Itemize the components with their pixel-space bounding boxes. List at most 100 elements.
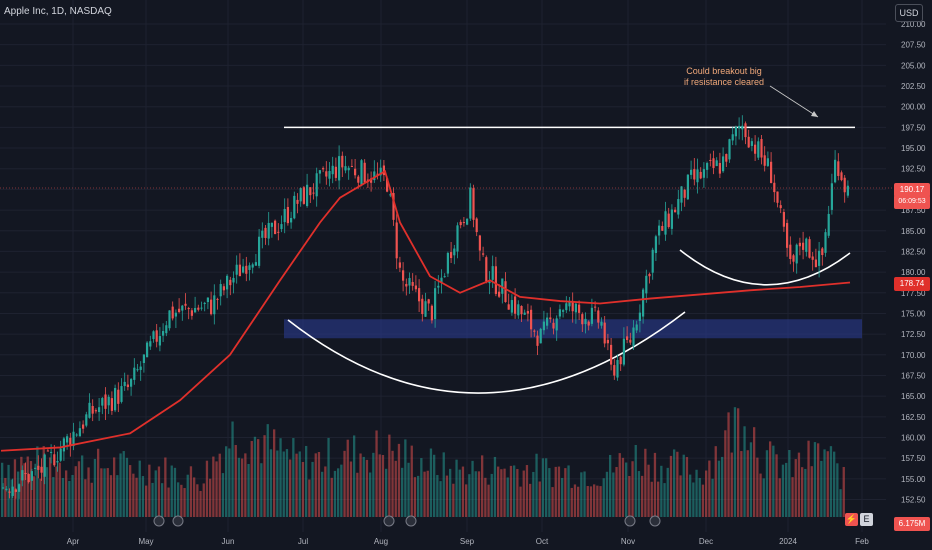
candle-body <box>542 321 545 331</box>
candle-body <box>104 394 107 409</box>
candle-body <box>498 291 501 297</box>
volume-bar <box>833 451 836 517</box>
candle-body <box>517 304 520 316</box>
volume-bar <box>458 469 461 517</box>
volume-bar <box>305 445 308 517</box>
volume-bar <box>503 468 506 517</box>
volume-bar <box>381 454 385 517</box>
volume-bar <box>116 475 119 517</box>
volume-bar <box>1 462 4 517</box>
y-tick-label: 162.50 <box>901 413 926 422</box>
volume-bar <box>132 473 135 517</box>
candle-body <box>606 339 609 344</box>
volume-bar <box>817 443 820 517</box>
volume-bar <box>4 477 7 517</box>
candle-body <box>338 156 341 181</box>
candle-body <box>53 454 56 466</box>
volume-bar <box>721 456 724 517</box>
candle-body <box>466 218 469 225</box>
candle-body <box>18 484 21 492</box>
flash-icon[interactable]: ⚡ <box>845 513 858 526</box>
candle-body <box>818 250 821 266</box>
candle-body <box>427 299 430 304</box>
candle-body <box>408 278 411 286</box>
candle-body <box>766 158 769 166</box>
volume-bar <box>285 449 289 517</box>
candle-body <box>520 305 523 315</box>
earnings-icon[interactable]: E <box>860 513 873 526</box>
volume-bar <box>394 460 397 517</box>
candle-body <box>126 384 129 388</box>
volume-bar <box>295 453 298 517</box>
volume-bar <box>679 475 682 517</box>
volume-bar <box>340 464 343 517</box>
volume-bar <box>506 477 509 517</box>
candle-body <box>504 281 507 303</box>
volume-bar <box>637 471 641 517</box>
candle-body <box>667 213 670 228</box>
volume-bar <box>247 463 250 517</box>
volume-bar <box>189 466 193 517</box>
volume-bar <box>701 484 705 517</box>
volume-bar <box>71 474 74 517</box>
volume-bar <box>234 445 237 517</box>
volume-bar <box>161 483 164 517</box>
candle-body <box>347 167 350 171</box>
volume-bar <box>663 483 666 517</box>
volume-bar <box>362 456 365 517</box>
volume-bar <box>641 475 644 517</box>
volume-bar <box>167 487 170 517</box>
volume-bar <box>257 439 260 517</box>
volume-bar <box>164 457 167 517</box>
candle-body <box>594 306 597 308</box>
candle-body <box>72 431 75 447</box>
volume-bar <box>605 471 609 517</box>
volume-bar <box>535 453 538 517</box>
y-tick-label: 197.50 <box>901 123 926 132</box>
volume-bar <box>599 486 602 517</box>
volume-bar <box>183 488 186 517</box>
volume-bar <box>657 481 660 517</box>
candle-body <box>373 171 376 181</box>
y-tick-label: 200.00 <box>901 103 926 112</box>
candle-body <box>574 303 577 313</box>
volume-bar <box>314 453 317 517</box>
volume-bar <box>103 468 106 517</box>
currency-button[interactable]: USD <box>895 4 923 22</box>
candle-body <box>136 369 139 371</box>
volume-bar <box>631 461 634 517</box>
countdown-tag: 06:09:53 <box>894 195 930 209</box>
volume-bar <box>692 482 695 517</box>
volume-bar <box>554 466 557 517</box>
volume-bar <box>74 466 77 517</box>
candle-body <box>510 300 513 313</box>
volume-bar <box>77 461 81 517</box>
candle-body <box>674 209 677 213</box>
volume-bar <box>330 477 333 517</box>
candle-body <box>562 310 565 312</box>
candle-body <box>107 396 110 406</box>
candle-body <box>677 199 680 215</box>
candle-body <box>78 428 81 437</box>
candle-body <box>34 467 37 469</box>
candle-body <box>718 163 721 174</box>
x-tick-label: Jun <box>222 537 235 546</box>
candle-body <box>805 238 808 252</box>
volume-bar <box>218 453 221 517</box>
volume-bar <box>260 463 263 517</box>
candle-body <box>584 318 587 325</box>
volume-bar <box>282 451 285 517</box>
volume-bar <box>407 462 410 517</box>
candle-body <box>382 165 385 176</box>
symbol-title[interactable]: Apple Inc, 1D, NASDAQ <box>4 6 112 17</box>
candle-body <box>680 186 683 203</box>
candle-body <box>597 310 600 323</box>
candle-body <box>286 206 289 224</box>
candle-body <box>123 381 126 387</box>
candle-body <box>488 281 491 284</box>
x-tick-label: Jul <box>298 537 308 546</box>
candle-body <box>350 166 353 168</box>
volume-bar <box>349 461 353 517</box>
volume-bar <box>138 460 141 517</box>
